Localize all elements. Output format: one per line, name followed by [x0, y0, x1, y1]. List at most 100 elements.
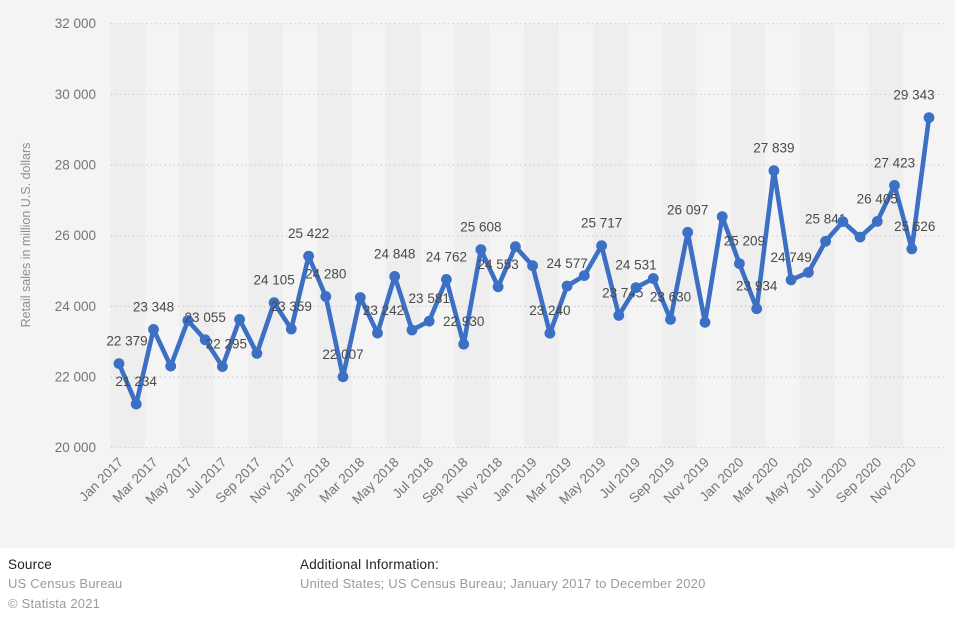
data-point[interactable] — [337, 371, 349, 383]
data-point[interactable] — [647, 273, 659, 284]
data-point[interactable] — [354, 292, 366, 303]
data-point-label: 24 105 — [253, 273, 294, 288]
data-point-label: 24 553 — [477, 257, 518, 272]
data-point-label: 25 626 — [894, 219, 935, 234]
data-point-label: 24 762 — [426, 249, 467, 264]
data-point[interactable] — [234, 314, 246, 325]
y-tick-label: 32 000 — [55, 16, 96, 31]
data-point[interactable] — [510, 241, 521, 253]
copyright-notice: © Statista 2021 — [8, 596, 101, 611]
data-point[interactable] — [458, 338, 470, 350]
data-point[interactable] — [475, 244, 487, 256]
plot-band — [868, 23, 904, 448]
data-point[interactable] — [561, 280, 573, 292]
chart-region: 20 000 22 000 24 000 26 000 28 000 30 000 32 0… — [0, 0, 955, 548]
data-point-label: 22 379 — [106, 334, 147, 349]
data-point[interactable] — [665, 314, 676, 325]
data-point[interactable] — [889, 180, 900, 191]
data-point[interactable] — [906, 243, 918, 255]
plot-band — [455, 23, 490, 448]
data-point[interactable] — [217, 361, 228, 372]
data-point-label: 23 348 — [133, 299, 174, 314]
data-point-label: 23 934 — [736, 279, 778, 294]
data-point[interactable] — [734, 258, 745, 269]
source-heading: Source — [8, 557, 52, 572]
data-point-label: 24 749 — [770, 250, 811, 265]
y-axis-title: Retail sales in million U.S. dollars — [19, 143, 33, 328]
data-point-label: 27 839 — [753, 141, 794, 156]
data-point[interactable] — [751, 303, 763, 315]
source-block: Source US Census Bureau © Statista 2021 — [8, 557, 300, 615]
data-point[interactable] — [871, 216, 883, 227]
data-point[interactable] — [441, 274, 452, 285]
data-point[interactable] — [389, 271, 401, 282]
data-point-label: 24 280 — [305, 267, 346, 282]
data-point-label: 22 007 — [322, 347, 363, 362]
data-point-label: 26 097 — [667, 202, 708, 217]
data-point[interactable] — [854, 231, 866, 243]
data-point[interactable] — [803, 267, 814, 278]
y-tick-label: 28 000 — [55, 158, 96, 173]
data-point-label: 23 630 — [650, 289, 691, 304]
data-point[interactable] — [130, 398, 142, 410]
data-point[interactable] — [837, 216, 849, 228]
data-point-label: 25 422 — [288, 226, 329, 241]
data-point[interactable] — [372, 327, 383, 339]
data-point[interactable] — [613, 310, 625, 321]
data-point-label: 27 423 — [874, 155, 915, 170]
data-point-label: 23 240 — [529, 303, 570, 318]
data-point-label: 23 055 — [185, 310, 226, 325]
chart-footer: Source US Census Bureau © Statista 2021 … — [0, 548, 955, 623]
data-point[interactable] — [113, 358, 125, 369]
y-tick-label: 24 000 — [55, 299, 96, 314]
data-point[interactable] — [768, 165, 780, 177]
data-point[interactable] — [406, 324, 418, 336]
data-point-label: 25 841 — [805, 211, 846, 226]
data-point[interactable] — [251, 348, 263, 359]
data-point[interactable] — [578, 270, 590, 281]
data-point[interactable] — [820, 235, 831, 247]
data-point-label: 24 848 — [374, 246, 415, 261]
data-point[interactable] — [596, 240, 607, 252]
y-tick-label: 30 000 — [55, 87, 96, 102]
data-point[interactable] — [630, 282, 642, 293]
data-point[interactable] — [268, 297, 280, 309]
y-tick-label: 26 000 — [55, 228, 96, 243]
additional-info-text: United States; US Census Bureau; January… — [300, 576, 706, 591]
y-tick-label: 22 000 — [55, 370, 96, 385]
data-point[interactable] — [492, 281, 504, 293]
data-point[interactable] — [182, 315, 194, 326]
data-point-label: 23 359 — [271, 299, 312, 314]
data-point-label: 22 930 — [443, 314, 484, 329]
data-point[interactable] — [148, 324, 159, 335]
data-point[interactable] — [699, 316, 711, 328]
data-point[interactable] — [423, 315, 435, 327]
data-point[interactable] — [320, 291, 332, 302]
y-tick-label: 20 000 — [55, 440, 96, 455]
data-point-label: 25 209 — [724, 234, 765, 249]
data-point-label: 26 405 — [857, 191, 898, 206]
data-point-label: 23 242 — [363, 303, 404, 318]
data-point[interactable] — [303, 250, 314, 262]
data-point-label: 25 608 — [460, 220, 501, 235]
additional-info-heading: Additional Information: — [300, 557, 439, 572]
data-point[interactable] — [544, 327, 556, 339]
source-name: US Census Bureau — [8, 576, 123, 591]
data-point[interactable] — [199, 334, 211, 346]
additional-info-block: Additional Information: United States; U… — [300, 557, 945, 595]
data-point-label: 29 343 — [893, 88, 934, 103]
data-point[interactable] — [285, 323, 297, 335]
data-point[interactable] — [923, 112, 935, 123]
data-point-label: 24 577 — [546, 256, 587, 271]
line-chart: 20 000 22 000 24 000 26 000 28 000 30 000 32 0… — [19, 16, 944, 508]
data-point[interactable] — [165, 360, 177, 372]
data-point[interactable] — [682, 226, 694, 238]
data-point-label: 24 531 — [615, 258, 656, 273]
data-point[interactable] — [785, 274, 797, 286]
data-point[interactable] — [716, 211, 728, 223]
data-point[interactable] — [527, 260, 538, 272]
data-point-label: 23 581 — [409, 291, 450, 306]
data-point-label: 22 295 — [206, 337, 247, 352]
data-point-label: 25 717 — [581, 216, 622, 231]
